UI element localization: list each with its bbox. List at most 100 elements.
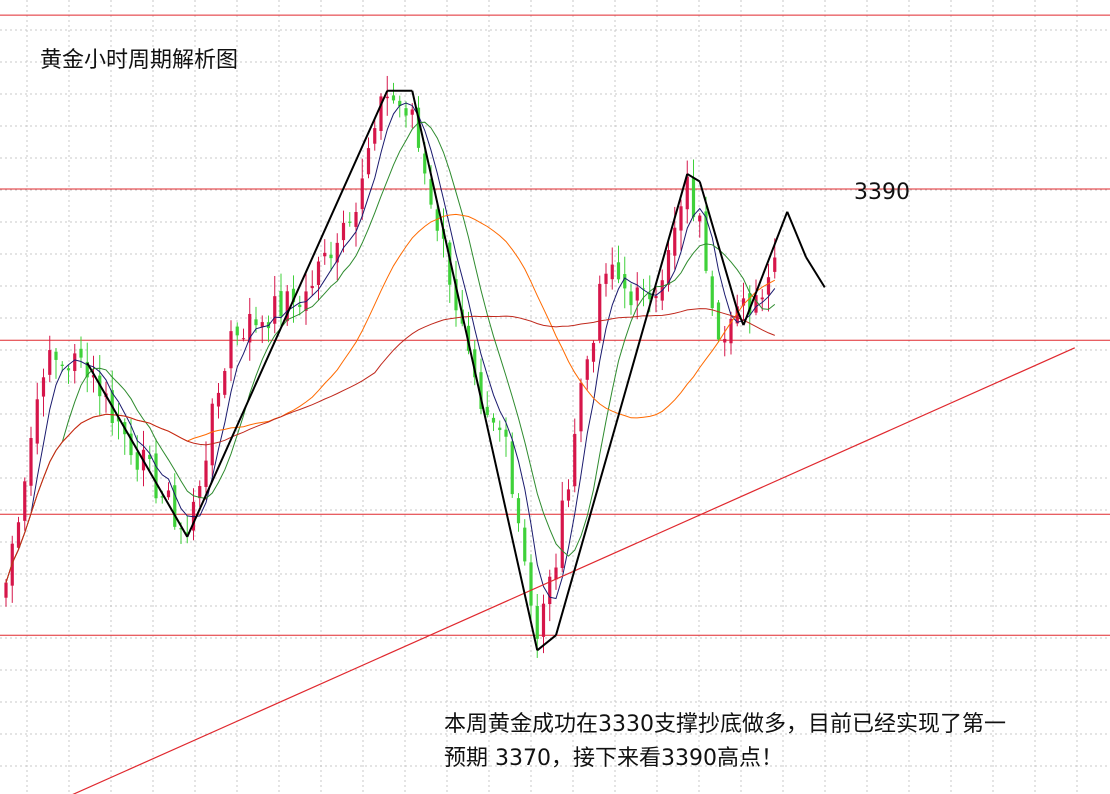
candle-body <box>416 107 421 148</box>
candle-body <box>591 342 596 362</box>
wave-segment <box>536 634 557 652</box>
candle-body <box>560 500 564 568</box>
candle-body <box>216 392 221 407</box>
moving-averages <box>5 102 776 600</box>
candle-body <box>566 489 571 501</box>
candle-body <box>379 96 383 131</box>
wave-segment <box>411 90 539 651</box>
candle-body <box>629 291 633 306</box>
candle-body <box>41 377 46 397</box>
candle-body <box>85 361 89 378</box>
candle-body <box>254 319 258 326</box>
candle-body <box>398 100 402 107</box>
rising-trendline <box>72 347 1075 794</box>
candle-body <box>766 277 771 295</box>
candle-body <box>616 262 621 280</box>
candle-body <box>454 279 458 311</box>
candle-body <box>198 486 202 499</box>
candle-body <box>179 528 183 530</box>
candle-body <box>360 178 364 210</box>
candle-body <box>223 370 227 395</box>
candle-body <box>298 304 302 308</box>
candle-body <box>479 372 483 409</box>
wave-segment <box>686 173 701 183</box>
candle-body <box>698 215 702 222</box>
candle-body <box>204 460 208 487</box>
candle-body <box>773 257 777 272</box>
candle-body <box>166 490 171 498</box>
candle-body <box>323 252 327 257</box>
candle-body <box>691 177 696 218</box>
analysis-note-line-1: 本周黄金成功在3330支撑抄底做多，目前已经实现了第一 <box>444 712 1006 737</box>
candles <box>4 75 777 658</box>
candle-body <box>391 95 396 101</box>
candle-body <box>135 452 139 470</box>
candle-body <box>666 250 671 285</box>
candle-body <box>598 283 602 341</box>
candle-body <box>229 331 233 369</box>
candle-body <box>510 441 514 495</box>
candle-body <box>648 292 652 300</box>
candle-body <box>410 109 414 115</box>
candle-body <box>504 429 508 437</box>
candle-body <box>748 293 752 315</box>
candle-body <box>273 296 277 324</box>
candle-body <box>435 209 439 231</box>
candle-body <box>604 273 608 284</box>
candle-body <box>279 291 283 317</box>
candle-body <box>48 350 52 375</box>
trendline-group <box>72 347 1075 794</box>
candle-body <box>73 353 77 371</box>
ma-10-line <box>5 121 776 583</box>
candle-body <box>523 527 527 562</box>
candle-body <box>148 454 152 460</box>
candle-body <box>354 212 358 227</box>
candle-body <box>260 322 264 327</box>
candle-body <box>641 288 646 290</box>
candle-body <box>79 348 83 358</box>
wave-segment <box>805 256 826 288</box>
candle-body <box>685 176 689 210</box>
candle-body <box>716 302 721 340</box>
candle-body <box>248 313 252 343</box>
candle-body <box>585 359 589 380</box>
candle-body <box>385 96 389 99</box>
ma-5-line <box>5 102 776 600</box>
candle-body <box>4 582 8 598</box>
analysis-note-line-2: 预期 3370，接下来看3390高点！ <box>444 746 783 771</box>
candle-body <box>473 349 477 378</box>
candle-body <box>366 148 371 175</box>
candle-body <box>548 576 552 605</box>
candle-body <box>729 318 733 344</box>
candle-body <box>741 298 746 306</box>
candle-body <box>623 274 627 289</box>
candle-body <box>673 227 677 256</box>
candle-body <box>335 242 339 263</box>
candle-body <box>241 338 246 340</box>
candle-body <box>185 532 189 536</box>
wave-segment <box>742 211 789 326</box>
candle-body <box>160 496 164 498</box>
chart-title: 黄金小时周期解析图 <box>40 48 239 73</box>
candle-body <box>210 403 214 466</box>
candle-body <box>635 287 639 301</box>
candle-body <box>310 285 314 289</box>
candle-body <box>154 453 158 499</box>
candle-body <box>573 433 577 487</box>
candle-body <box>429 179 433 205</box>
candle-body <box>348 221 352 223</box>
wave-segment <box>86 362 189 538</box>
target-price-label: 3390 <box>854 180 910 205</box>
wave-segment <box>786 211 807 258</box>
candle-body <box>529 562 533 606</box>
candle-body <box>316 261 321 286</box>
wave-segment <box>555 173 689 636</box>
candle-body <box>35 399 39 444</box>
candle-body <box>54 351 58 360</box>
candle-body <box>704 211 708 271</box>
candle-body <box>23 481 27 521</box>
candle-body <box>129 433 133 456</box>
candle-body <box>485 406 489 415</box>
